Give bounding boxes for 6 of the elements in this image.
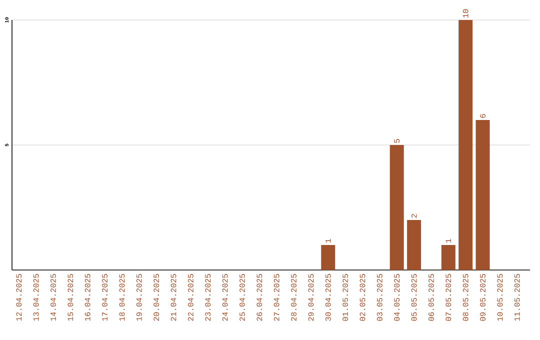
bar — [407, 220, 422, 270]
bar — [476, 120, 490, 270]
bar — [390, 145, 404, 270]
bar — [321, 245, 336, 270]
bar — [458, 20, 473, 270]
bar — [441, 245, 456, 270]
